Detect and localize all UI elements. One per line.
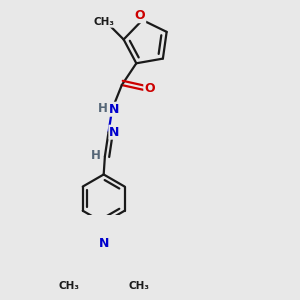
Text: O: O <box>135 9 145 22</box>
Text: O: O <box>144 82 155 95</box>
Text: N: N <box>98 237 109 250</box>
Text: CH₃: CH₃ <box>128 281 149 291</box>
Text: N: N <box>109 103 119 116</box>
Text: N: N <box>110 126 120 139</box>
Text: CH₃: CH₃ <box>94 17 115 27</box>
Text: H: H <box>91 148 100 162</box>
Text: H: H <box>98 101 108 115</box>
Text: CH₃: CH₃ <box>58 281 79 291</box>
